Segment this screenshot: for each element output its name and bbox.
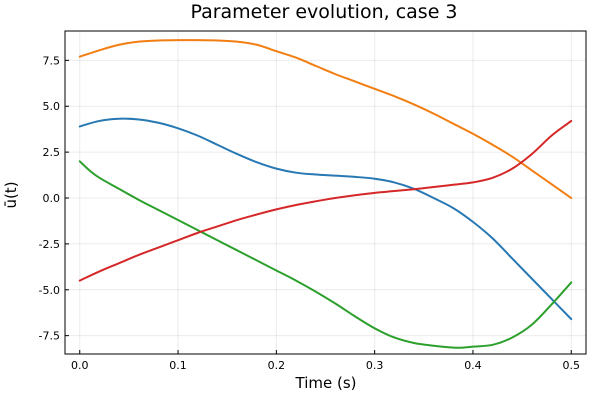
y-tick-label: 0.0: [43, 192, 61, 205]
x-tick-label: 0.4: [464, 359, 482, 372]
series-line-4: [78, 119, 573, 282]
chart-title: Parameter evolution, case 3: [190, 1, 457, 23]
y-tick-label: -7.5: [39, 330, 60, 343]
x-tick-label: 0.2: [268, 359, 286, 372]
y-axis-label: ū(t): [2, 181, 20, 208]
x-tick-label: 0.0: [71, 359, 89, 372]
y-tick-label: -5.0: [39, 284, 60, 297]
plot-frame: [64, 30, 587, 355]
x-axis-ticks: 0.0 0.1 0.2 0.3 0.4 0.5: [71, 350, 580, 372]
series-group: [78, 39, 573, 349]
grid: [65, 31, 586, 354]
series-line-1: [78, 117, 573, 321]
x-tick-label: 0.3: [366, 359, 384, 372]
y-tick-label: 2.5: [43, 146, 61, 159]
y-tick-label: -2.5: [39, 238, 60, 251]
y-tick-label: 5.0: [43, 100, 61, 113]
x-tick-label: 0.1: [169, 359, 187, 372]
x-axis-label: Time (s): [295, 374, 357, 392]
y-tick-label: 7.5: [43, 54, 61, 67]
series-line-2: [78, 39, 573, 200]
series-line-3: [78, 160, 573, 349]
x-tick-label: 0.5: [563, 359, 581, 372]
y-axis-ticks: -7.5 -5.0 -2.5 0.0 2.5 5.0 7.5: [39, 54, 69, 343]
